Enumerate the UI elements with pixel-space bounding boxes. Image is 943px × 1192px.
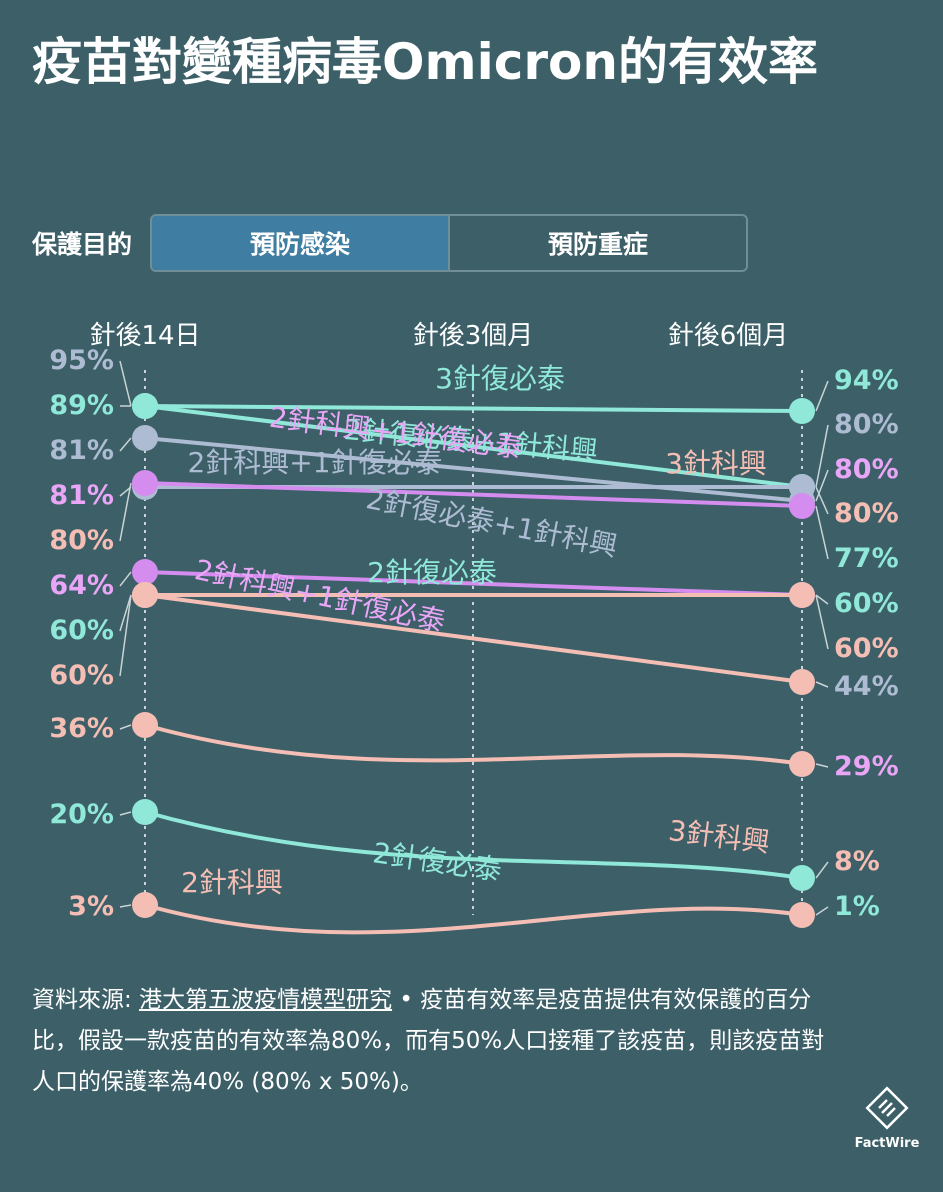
label-connector [815, 424, 829, 488]
label-connector [815, 505, 829, 560]
footnote-text: • 疫苗有效率是疫苗提供有效保護的百分比，假設一款疫苗的有效率為80%，而有50… [32, 987, 825, 1095]
label-connector [815, 763, 829, 768]
value-label-right: 1% [834, 891, 880, 922]
value-label-right: 80% [834, 409, 899, 440]
protection-goal-toggle: 保護目的 預防感染 預防重症 [32, 214, 749, 272]
data-point[interactable] [789, 902, 815, 928]
value-label-right: 8% [834, 846, 880, 877]
series-line [143, 570, 804, 597]
label-connector [119, 594, 132, 677]
series-label: 3針復必泰 [435, 362, 565, 395]
label-connector [815, 380, 829, 412]
value-label-right: 77% [834, 543, 899, 574]
data-point[interactable] [132, 582, 158, 608]
series-line [143, 593, 804, 684]
x-axis-label: 針後3個月 [413, 321, 534, 351]
label-connector [119, 904, 132, 908]
value-label-left: 60% [49, 660, 114, 691]
value-label-left: 81% [49, 435, 114, 466]
x-axis-label: 針後6個月 [668, 321, 789, 351]
value-label-left: 20% [49, 799, 114, 830]
series-label: 2針科興 [181, 866, 283, 899]
label-connector [119, 486, 132, 497]
source-label: 資料來源: [32, 987, 140, 1013]
footer-note: 資料來源: 港大第五波疫情模型研究 • 疫苗有效率是疫苗提供有效保護的百分比，假… [32, 980, 842, 1103]
x-axis-label: 針後14日 [89, 321, 200, 351]
tab-prevent-infection[interactable]: 預防感染 [152, 216, 449, 270]
data-point[interactable] [789, 474, 815, 500]
page-title: 疫苗對變種病毒Omicron的有效率 [32, 33, 818, 91]
value-label-right: 29% [834, 751, 899, 782]
value-label-right: 44% [834, 671, 899, 702]
label-connector [815, 906, 829, 916]
value-label-right: 60% [834, 588, 899, 619]
value-label-left: 89% [49, 390, 114, 421]
data-point[interactable] [789, 751, 815, 777]
data-point[interactable] [132, 892, 158, 918]
value-label-right: 80% [834, 498, 899, 529]
logo-text: FactWire [854, 1136, 920, 1151]
series-label: 2針復必泰 [371, 836, 504, 887]
series-line [143, 903, 804, 935]
data-point[interactable] [789, 669, 815, 695]
series-line [143, 404, 804, 413]
source-link[interactable]: 港大第五波疫情模型研究 [139, 987, 393, 1013]
series-line [143, 404, 804, 489]
value-label-right: 94% [834, 365, 899, 396]
data-point[interactable] [789, 582, 815, 608]
label-connector [119, 811, 132, 816]
series-line [143, 810, 804, 880]
value-label-left: 36% [49, 713, 114, 744]
efficacy-chart: 針後14日 針後3個月 針後6個月3針復必泰2針復必泰+1針科興2針科興+1針復必泰… [49, 321, 899, 935]
data-point[interactable] [789, 398, 815, 424]
value-label-left: 81% [49, 480, 114, 511]
series-label: 3針科興 [667, 814, 772, 859]
data-point[interactable] [132, 559, 158, 585]
value-label-left: 80% [49, 525, 114, 556]
data-point[interactable] [132, 393, 158, 419]
segmented-control: 預防感染 預防重症 [150, 214, 749, 272]
factwire-logo-icon [865, 1086, 909, 1130]
label-connector [815, 594, 829, 605]
label-connector [815, 469, 829, 502]
label-connector [119, 594, 132, 632]
series-label: 2針復必泰 [367, 556, 497, 589]
series-line [143, 436, 804, 503]
value-label-right: 60% [834, 633, 899, 664]
protection-goal-label: 保護目的 [32, 230, 133, 259]
series-line [143, 723, 804, 766]
label-connector [119, 360, 132, 407]
label-connector [119, 571, 132, 587]
value-label-left: 64% [49, 570, 114, 601]
data-point[interactable] [132, 425, 158, 451]
value-label-left: 3% [68, 891, 114, 922]
data-point[interactable] [132, 470, 158, 496]
label-connector [815, 486, 829, 515]
series-label: 3針科興 [665, 447, 767, 480]
label-connector [119, 482, 132, 542]
factwire-logo: FactWire [852, 1086, 922, 1151]
series-label: 2針科興+1針復必泰 [187, 446, 442, 479]
data-point[interactable] [789, 493, 815, 519]
data-point[interactable] [132, 799, 158, 825]
tab-prevent-severe[interactable]: 預防重症 [448, 216, 746, 270]
series-line [143, 481, 804, 508]
label-connector [119, 724, 132, 730]
label-connector [815, 594, 829, 650]
value-label-left: 60% [49, 615, 114, 646]
data-point[interactable] [132, 712, 158, 738]
label-connector [815, 861, 829, 879]
label-connector [119, 437, 132, 452]
data-point[interactable] [789, 865, 815, 891]
value-label-right: 80% [834, 454, 899, 485]
label-connector [815, 681, 829, 688]
value-label-left: 95% [49, 345, 114, 376]
